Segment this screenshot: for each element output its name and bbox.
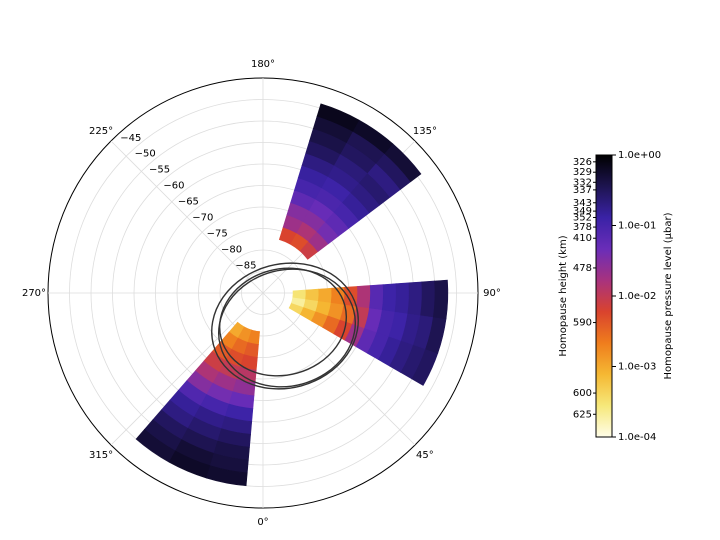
r-tick-label: −55: [149, 165, 170, 176]
grid-spoke: [262, 292, 416, 446]
r-tick-label: −45: [120, 133, 141, 144]
heatmap-cell: [206, 465, 248, 487]
colorbar-left-tick-label: 337: [573, 185, 592, 196]
colorbar-tick-label: 1.0e-01: [618, 221, 656, 232]
heatmap: [135, 103, 449, 487]
heatmap-cell: [381, 283, 397, 312]
colorbar-left-tick-label: 410: [573, 233, 592, 244]
r-tick-label: −65: [178, 197, 199, 208]
colorbar-left-tick-label: 625: [573, 409, 592, 420]
colorbar-left-tick-label: 332: [573, 177, 592, 188]
heatmap-cell: [369, 284, 384, 311]
colorbar-left-tick-label: 352: [573, 212, 592, 223]
heatmap-cell: [292, 289, 307, 300]
colorbar-tick-label: 1.0e-03: [618, 362, 656, 373]
r-tick-label: −70: [192, 213, 213, 224]
colorbar-left-tick-label: 478: [573, 263, 592, 274]
oval: [211, 262, 359, 390]
theta-tick-label: 90°: [483, 288, 501, 299]
oval: [218, 267, 348, 377]
r-tick-label: −80: [221, 245, 242, 256]
colorbar-tick-label: 1.0e+00: [618, 150, 661, 161]
colorbar-tick-label: 1.0e-02: [618, 291, 656, 302]
theta-tick-label: 0°: [257, 517, 268, 528]
theta-tick-label: 135°: [413, 126, 437, 137]
theta-tick-label: 180°: [251, 59, 275, 70]
colorbar-left-tick-label: 600: [573, 388, 592, 399]
colorbar-left-tick-label: 378: [573, 222, 592, 233]
heatmap-cell: [420, 280, 436, 318]
colorbar-tick-label: 1.0e-04: [618, 432, 656, 443]
heatmap-cell: [318, 287, 333, 303]
labels: −85 −80 −75 −70 −65 −60 −55 −50 −45 0° 45° 90° 135° 1…: [22, 59, 501, 528]
oval: [217, 268, 357, 388]
r-tick-label: −75: [207, 229, 228, 240]
heatmap-cell: [305, 288, 320, 302]
colorbar-left-tick-label: 329: [573, 167, 592, 178]
colorbar-left-tick-label: 349: [573, 206, 592, 217]
auroral-ovals: [211, 262, 359, 390]
theta-tick-label: 270°: [22, 288, 46, 299]
colorbar-left-tick-label: 326: [573, 157, 592, 168]
r-tick-label: −85: [235, 261, 256, 272]
colorbar-left-tick-label: 343: [573, 198, 592, 209]
colorbar: [595, 154, 613, 438]
colorbar-label: Homopause pressure level (µbar): [663, 212, 674, 379]
colorbar-left-label: Homopause height (km): [558, 235, 569, 356]
heatmap-cell: [407, 281, 423, 316]
r-tick-label: −50: [135, 149, 156, 160]
theta-tick-label: 225°: [89, 126, 113, 137]
grid-spoke: [110, 140, 264, 294]
heatmap-cell: [356, 285, 371, 309]
theta-tick-label: 45°: [416, 450, 434, 461]
grid-spoke: [110, 292, 264, 446]
r-tick-label: −60: [163, 181, 184, 192]
heatmap-cell: [394, 282, 410, 314]
colorbar-left-tick-label: 590: [573, 318, 592, 329]
theta-tick-label: 315°: [89, 450, 113, 461]
heatmap-cell: [432, 279, 449, 320]
heatmap-cell: [316, 103, 360, 132]
